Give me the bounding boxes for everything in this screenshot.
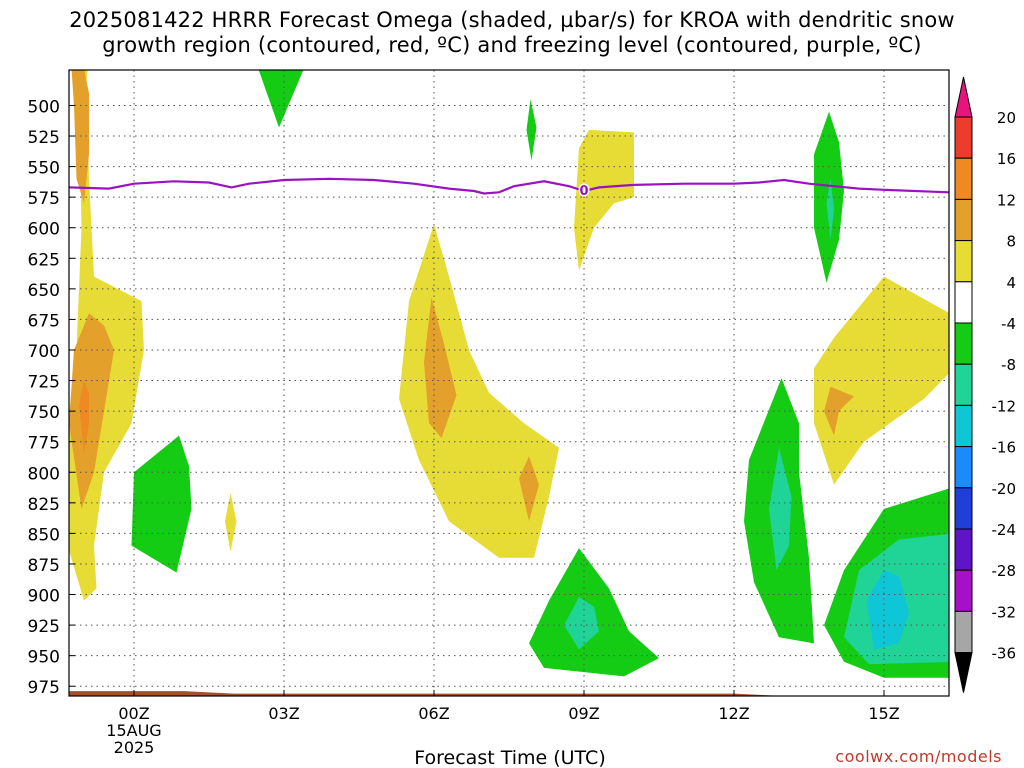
colorbar-label: -36 (992, 645, 1017, 663)
colorbar-band (954, 281, 973, 324)
colorbar-label: 12 (997, 191, 1016, 209)
omega-region-positive-4-small-center (225, 493, 237, 552)
y-tick-label: 675 (28, 311, 60, 331)
omega-shading (69, 70, 949, 678)
colorbar: 20 16 12 8 4 -4 -8 -12 -16 -20 -24 -28 -32 -36 (954, 76, 1017, 693)
colorbar-band (954, 116, 973, 159)
y-tick-label: 800 (28, 464, 60, 484)
omega-region-positive-4-column-left (69, 70, 144, 601)
chart-title: 2025081422 HRRR Forecast Omega (shaded, … (0, 8, 1024, 58)
x-tick-label: 12Z (718, 704, 749, 723)
title-line-2: growth region (contoured, red, ºC) and f… (102, 33, 922, 57)
y-tick-label: 500 (28, 97, 60, 117)
y-tick-label: 600 (28, 220, 60, 240)
grid-lines (69, 70, 949, 696)
y-tick-label: 750 (28, 403, 60, 423)
colorbar-band (954, 528, 973, 571)
omega-region-positive-8-center-small (519, 456, 539, 522)
x-axis-label: Forecast Time (UTC) (414, 747, 605, 768)
colorbar-band (954, 198, 973, 242)
colorbar-band (954, 363, 973, 406)
omega-region-negative-4-top (258, 70, 304, 128)
x-tick-label: 15AUG (106, 721, 161, 740)
y-tick-label: 625 (28, 250, 60, 270)
y-tick-label: 575 (28, 189, 60, 209)
y-tick-label: 925 (28, 617, 60, 637)
freezing-level-line (69, 177, 949, 195)
y-tick-label: 850 (28, 525, 60, 545)
colorbar-label: 4 (1006, 274, 1016, 292)
omega-region-positive-8-right (824, 386, 854, 436)
y-axis: 500 525 550 575 600 625 650 675 700 725 750 775 800 8… (28, 97, 75, 698)
x-tick-label: 03Z (268, 704, 299, 723)
colorbar-label: -32 (992, 603, 1017, 621)
colorbar-label: 20 (997, 109, 1016, 127)
omega-region-positive-8-upper-left (71, 70, 89, 204)
colorbar-label: -8 (1001, 356, 1016, 374)
freezing-level-label: 0 (579, 184, 588, 199)
omega-region-positive-4-right (814, 276, 949, 485)
y-tick-label: 525 (28, 128, 60, 148)
y-tick-label: 875 (28, 556, 60, 576)
omega-region-positive-4-top-right (574, 129, 634, 271)
colorbar-label: -16 (992, 439, 1017, 457)
freezing-level-contour: 0 (69, 177, 949, 200)
y-tick-label: 725 (28, 373, 60, 393)
colorbar-label: -12 (992, 397, 1017, 415)
omega-region-positive-4-center (399, 224, 559, 558)
title-line-1: 2025081422 HRRR Forecast Omega (shaded, … (69, 8, 955, 32)
colorbar-label: 16 (997, 150, 1016, 168)
y-tick-label: 825 (28, 495, 60, 515)
y-tick-label: 650 (28, 281, 60, 301)
x-tick-label: 2025 (114, 738, 155, 757)
x-tick-label: 15Z (868, 704, 899, 723)
omega-region-negative-8-upper-right (826, 178, 834, 240)
omega-region-positive-8-center (424, 297, 457, 438)
x-tick-label: 00Z (118, 704, 149, 723)
colorbar-band (954, 569, 973, 612)
colorbar-top-arrow (954, 76, 973, 118)
y-tick-label: 700 (28, 342, 60, 362)
omega-region-negative-12-bottom-right (866, 570, 909, 650)
colorbar-label: -20 (992, 480, 1017, 498)
omega-region-negative-4-small (526, 99, 537, 161)
y-tick-label: 950 (28, 648, 60, 668)
omega-region-negative-8-bottom-center (564, 597, 599, 650)
y-tick-label: 975 (28, 678, 60, 698)
colorbar-label: -28 (992, 562, 1017, 580)
y-tick-label: 775 (28, 434, 60, 454)
omega-region-negative-8-right-column (769, 447, 792, 571)
colorbar-band (954, 404, 973, 448)
colorbar-band (954, 487, 973, 530)
y-tick-label: 550 (28, 159, 60, 179)
colorbar-bottom-arrow (954, 652, 973, 693)
colorbar-label: 8 (1006, 233, 1016, 251)
colorbar-band (954, 240, 973, 283)
colorbar-label: -24 (992, 521, 1017, 539)
colorbar-label: -4 (1001, 315, 1016, 333)
terrain-ground (69, 691, 949, 696)
colorbar-band (954, 157, 973, 200)
ground-fill (69, 691, 949, 696)
colorbar-band (954, 322, 973, 365)
plot-frame (68, 69, 950, 697)
y-tick-label: 900 (28, 587, 60, 607)
colorbar-band (954, 446, 973, 489)
omega-region-negative-4-left-cell (131, 435, 192, 573)
colorbar-band (954, 610, 973, 654)
x-tick-label: 09Z (568, 704, 599, 723)
x-tick-label: 06Z (418, 704, 449, 723)
watermark: coolwx.com/models (835, 747, 1002, 766)
omega-region-positive-12-left (79, 380, 89, 454)
